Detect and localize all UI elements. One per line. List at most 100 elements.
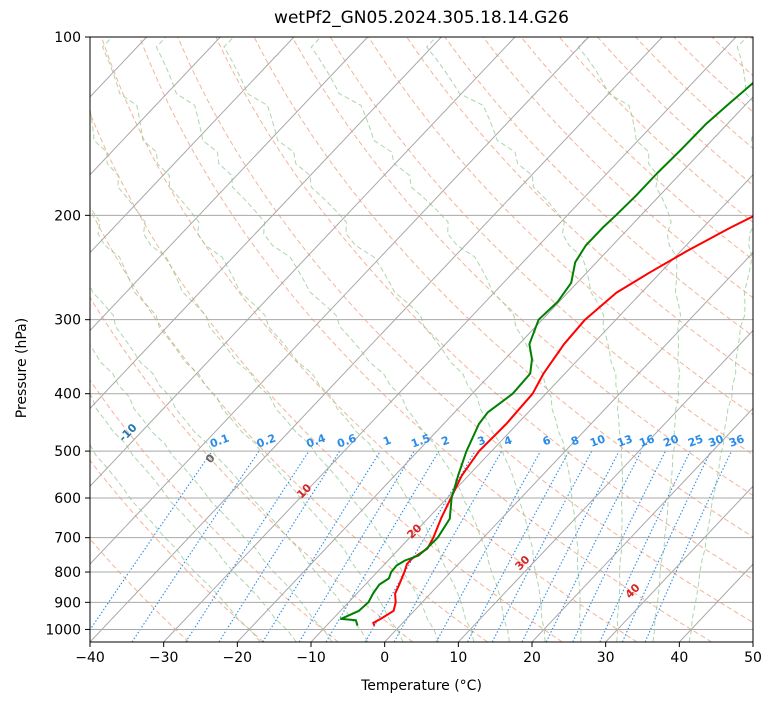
y-tick-label: 300 — [54, 313, 81, 329]
y-tick-label: 900 — [54, 595, 81, 611]
mixing-ratio-line — [435, 451, 541, 642]
isotherm-line — [457, 329, 753, 642]
mixing-ratio-label: 4 — [502, 434, 514, 449]
isotherm-line — [90, 37, 663, 642]
x-tick-label: 0 — [380, 650, 389, 666]
isotherm-line — [90, 37, 516, 487]
dry-adiabat — [177, 37, 753, 624]
moist-adiabat — [688, 37, 753, 642]
mixing-ratio-label: 25 — [686, 432, 705, 449]
isotherm-line — [384, 251, 753, 642]
dry-adiabat — [90, 459, 264, 642]
isotherm-line — [163, 37, 737, 642]
y-tick-label: 1000 — [45, 622, 81, 638]
moist-adiabat — [223, 37, 546, 642]
dry-adiabat — [635, 37, 753, 150]
dry-adiabat-label: -10 — [116, 421, 139, 444]
mixing-ratio-label: 2 — [440, 434, 452, 449]
moist-adiabat — [577, 37, 682, 642]
isotherm-line — [678, 563, 753, 642]
x-tick-label: −10 — [296, 650, 326, 666]
moist-adiabat — [90, 344, 333, 642]
moist-adiabat — [90, 443, 261, 642]
dry-adiabat — [215, 37, 753, 580]
x-tick-label: −40 — [75, 650, 105, 666]
mixing-ratio-label: 10 — [588, 432, 607, 450]
mixing-ratio-line — [599, 451, 691, 642]
moist-adiabat — [310, 37, 582, 642]
dry-adiabat — [749, 37, 753, 41]
dry-adiabat — [90, 296, 414, 642]
mixing-ratio-label: 36 — [727, 432, 746, 450]
dry-adiabat — [368, 37, 753, 416]
mixing-ratio-label: 0.6 — [335, 432, 358, 451]
dry-adiabat-label: 30 — [513, 553, 533, 573]
mixing-ratio-line — [572, 451, 666, 642]
x-tick-label: 30 — [597, 650, 615, 666]
mixing-ratio-label: 8 — [569, 434, 581, 449]
moist-adiabat — [90, 206, 404, 642]
mixing-ratio-line — [218, 451, 340, 642]
moist-adiabat — [426, 37, 624, 642]
dry-adiabat — [90, 538, 190, 642]
dry-adiabat — [444, 37, 753, 337]
mixing-ratio-label: 16 — [637, 432, 656, 450]
x-tick-label: −20 — [223, 650, 253, 666]
y-tick-label: 700 — [54, 531, 81, 547]
isotherm-line — [90, 37, 442, 410]
dry-adiabat — [711, 37, 753, 77]
mixing-ratio-line — [131, 451, 260, 642]
mixing-ratio-line — [393, 451, 502, 642]
x-tick-label: 10 — [449, 650, 467, 666]
isotherm-line — [752, 641, 753, 642]
x-axis-label: Temperature (°C) — [361, 678, 482, 694]
mixing-ratio-label: 3 — [476, 434, 488, 449]
mixing-ratio-label: 0.4 — [305, 432, 328, 451]
chart-title: wetPf2_GN05.2024.305.18.14.G26 — [274, 8, 569, 28]
dry-adiabat — [139, 37, 712, 642]
x-tick-label: 40 — [670, 650, 688, 666]
mixing-ratio-line — [364, 451, 476, 642]
isotherm-line — [236, 96, 753, 642]
dry-adiabat — [253, 37, 753, 538]
x-tick-label: −30 — [149, 650, 179, 666]
plot-frame — [89, 36, 754, 643]
dry-adiabat — [90, 111, 563, 642]
y-tick-label: 200 — [54, 208, 81, 224]
moist-adiabat — [102, 37, 475, 642]
dewpoint-profile — [339, 81, 753, 626]
y-tick-label: 600 — [54, 491, 81, 507]
mixing-ratio-label: 30 — [707, 432, 726, 450]
dry-adiabat — [406, 37, 753, 376]
mixing-ratio-label: 6 — [541, 434, 553, 449]
temperature-profile — [372, 215, 753, 627]
isotherm-line — [90, 37, 295, 254]
mixing-ratio-line — [90, 451, 213, 631]
mixing-ratio-label: 0.1 — [208, 432, 231, 451]
dry-adiabat — [597, 37, 753, 186]
mixing-ratio-line — [521, 451, 620, 642]
mixing-ratio-line — [467, 451, 570, 642]
dry-adiabat — [482, 37, 753, 299]
dry-adiabat-label: 40 — [623, 581, 643, 601]
moist-adiabat — [155, 37, 510, 642]
dry-adiabat — [90, 208, 488, 642]
isotherm-line — [90, 37, 589, 565]
mixing-ratio-label: 1.5 — [409, 432, 432, 451]
y-axis-label: Pressure (hPa) — [14, 317, 30, 419]
y-tick-label: 500 — [54, 444, 81, 460]
dry-adiabat — [329, 37, 753, 456]
y-tick-label: 100 — [54, 30, 81, 46]
isotherm-line — [90, 37, 221, 176]
dry-adiabat — [559, 37, 753, 223]
isotherm-line — [90, 37, 368, 332]
isotherm-line — [0, 37, 73, 642]
moist-adiabat — [90, 283, 369, 642]
mixing-ratio-label: 1 — [381, 434, 393, 449]
y-tick-label: 400 — [54, 387, 81, 403]
dry-adiabat — [520, 37, 753, 261]
isotherm-line — [531, 407, 753, 642]
mixing-ratio-line — [185, 451, 310, 642]
